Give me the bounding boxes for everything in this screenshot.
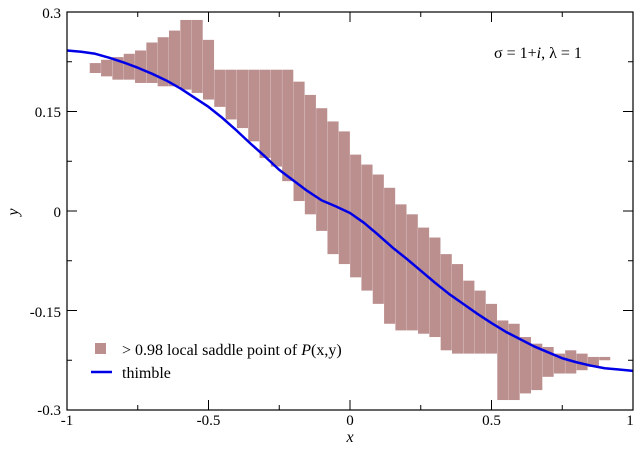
saddle-bar [202, 39, 215, 100]
saddle-bar [270, 69, 282, 167]
saddle-bar [474, 290, 486, 354]
saddle-bar [429, 237, 441, 338]
saddle-point-bars [89, 19, 611, 401]
saddle-bar [497, 320, 509, 401]
y-tick-label: 0.15 [35, 105, 61, 121]
annotation-main: σ = 1+ [494, 45, 537, 62]
y-tick-label: -0.15 [30, 305, 61, 321]
saddle-bar [599, 356, 611, 361]
y-tick-label: -0.3 [37, 403, 61, 419]
saddle-bar [553, 353, 565, 374]
saddle-bar [440, 254, 452, 351]
saddle-bar [361, 164, 373, 291]
legend-saddle-args: (x,y) [311, 342, 342, 359]
annotation-rest: , λ = 1 [541, 45, 582, 62]
saddle-bar [135, 50, 147, 83]
saddle-bar [338, 131, 350, 265]
legend: > 0.98 local saddle point of P(x,y) thim… [91, 342, 342, 382]
x-tick-label: 0.5 [482, 413, 501, 429]
y-axis-label: y [5, 208, 22, 218]
saddle-bar [123, 53, 135, 80]
saddle-bar [225, 69, 237, 120]
saddle-bar [327, 121, 339, 255]
saddle-bar [282, 69, 294, 182]
saddle-bar [180, 19, 192, 90]
saddle-bar [372, 174, 384, 304]
saddle-bar [112, 57, 124, 80]
saddle-bar [463, 280, 475, 354]
saddle-bar [384, 187, 396, 324]
saddle-bar [485, 303, 498, 354]
saddle-bar [304, 94, 316, 215]
x-tick-label: -1 [61, 413, 74, 429]
saddle-bar [587, 356, 599, 367]
x-tick-label: 1 [626, 413, 634, 429]
annotation-i: i [537, 45, 541, 62]
legend-saddle-prefix: > 0.98 local saddle point of [122, 342, 301, 359]
legend-saddle-func: P [300, 342, 311, 359]
saddle-bar [214, 69, 226, 107]
saddle-bar [248, 69, 260, 142]
thimble-line [66, 49, 634, 373]
x-tick-labels: -1 -0.5 0 0.5 1 [61, 413, 634, 429]
y-tick-label: 0 [54, 205, 62, 221]
saddle-bar [519, 337, 532, 394]
y-tick-labels: -0.3 -0.15 0 0.15 0.3 [30, 6, 61, 419]
saddle-bar [406, 214, 418, 331]
saddle-bar [316, 108, 328, 231]
saddle-bar [293, 81, 305, 202]
legend-label-saddle: > 0.98 local saddle point of P(x,y) [122, 342, 342, 359]
saddle-bar [395, 204, 407, 331]
saddle-bar [89, 63, 101, 74]
x-tick-label: -0.5 [197, 413, 221, 429]
parameter-annotation: σ = 1+i, λ = 1 [494, 45, 582, 62]
saddle-bar [168, 30, 181, 87]
saddle-bar [542, 346, 554, 377]
saddle-bar [451, 264, 464, 354]
x-tick-label: 0 [346, 413, 354, 429]
thimble-line-layer [66, 49, 634, 373]
saddle-bar [146, 42, 158, 83]
saddle-bar [418, 227, 430, 334]
saddle-bar [157, 37, 169, 87]
saddle-bar [531, 343, 543, 391]
saddle-bar [508, 323, 520, 401]
y-tick-label: 0.3 [42, 6, 61, 22]
legend-label-thimble: thimble [122, 365, 171, 382]
saddle-bar [576, 353, 588, 371]
legend-swatch-saddle [95, 343, 106, 354]
x-axis-label: x [345, 429, 353, 446]
saddle-bar [101, 59, 113, 77]
saddle-bar [259, 69, 271, 158]
saddle-bar [236, 69, 249, 129]
saddle-bar [191, 19, 203, 93]
axis-ticks [66, 11, 634, 411]
